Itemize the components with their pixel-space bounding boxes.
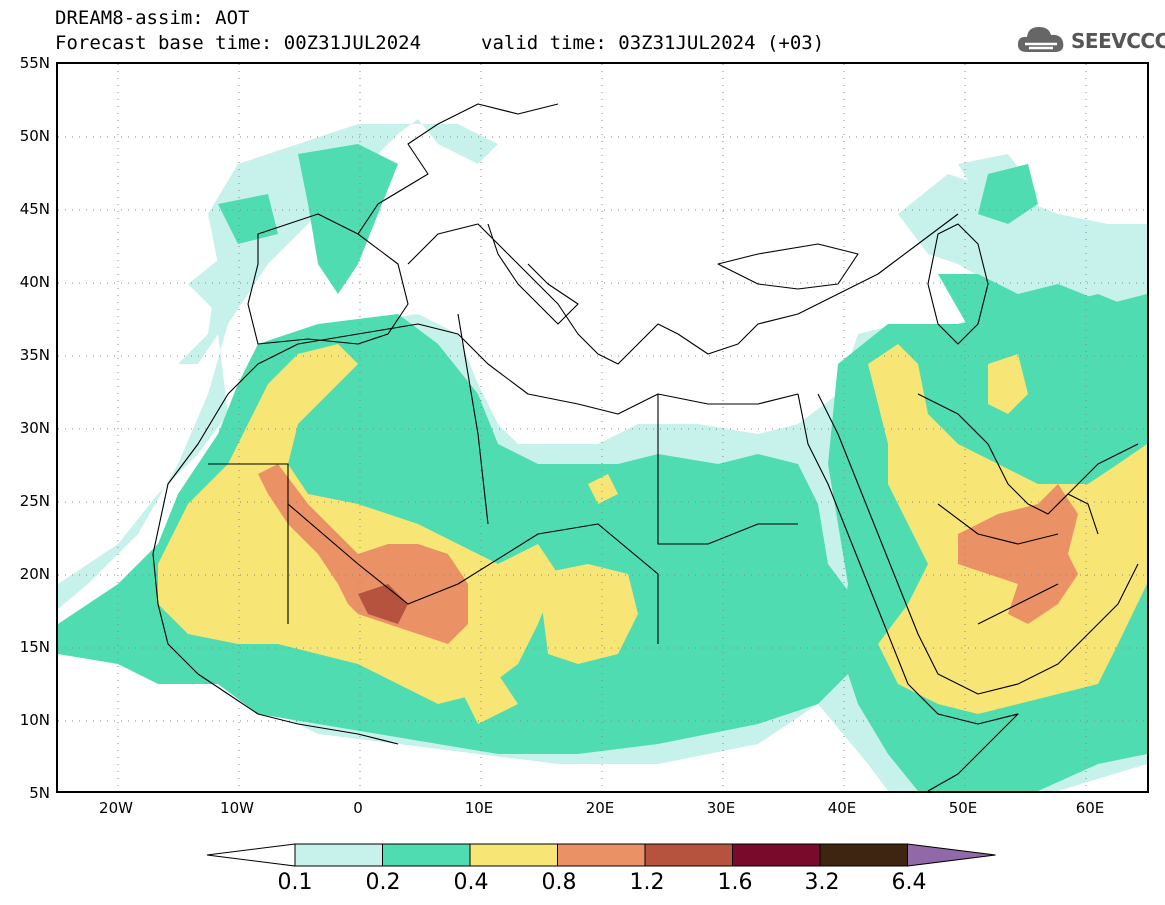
- aot-band-0.4: [158, 344, 1147, 724]
- lat-label: 50N: [19, 127, 50, 145]
- lon-label: 30E: [706, 799, 736, 817]
- lon-label: 0: [353, 799, 363, 817]
- lon-label: 60E: [1075, 799, 1105, 817]
- valid-time: valid time: 03Z31JUL2024 (+03): [481, 32, 825, 54]
- lon-label: 20E: [585, 799, 615, 817]
- colorbar-cell: [732, 843, 821, 867]
- lat-label: 10N: [19, 711, 50, 729]
- map-title: DREAM8-assim: AOT: [55, 7, 250, 29]
- lat-label: 45N: [19, 200, 50, 218]
- colorbar-cell: [469, 843, 558, 867]
- lat-label: 35N: [19, 346, 50, 364]
- lon-label: 40E: [827, 799, 857, 817]
- map-canvas: [58, 64, 1147, 791]
- lon-label: 10W: [220, 799, 254, 817]
- colorbar-cell: [557, 843, 646, 867]
- lat-label: 5N: [29, 784, 50, 802]
- forecast-time-line: Forecast base time: 00Z31JUL2024 valid ti…: [55, 32, 824, 54]
- lat-label: 55N: [19, 54, 50, 72]
- colorbar-label: 1.6: [717, 870, 753, 895]
- colorbar-label: 6.4: [891, 870, 927, 895]
- aot-map: [56, 62, 1149, 793]
- colorbar-cell: [382, 843, 471, 867]
- lon-label: 10E: [464, 799, 494, 817]
- colorbar-label: 0.2: [365, 870, 401, 895]
- lat-label: 40N: [19, 273, 50, 291]
- aot-colorbar: [206, 843, 996, 867]
- lat-label: 30N: [19, 419, 50, 437]
- colorbar-cell: [294, 843, 383, 867]
- lon-label: 20W: [99, 799, 133, 817]
- coastlines: [152, 103, 1139, 791]
- lon-label: 50E: [948, 799, 978, 817]
- seevccc-logo: SEEVCCC: [1015, 22, 1165, 58]
- lat-label: 20N: [19, 565, 50, 583]
- colorbar-under-arrow: [206, 843, 296, 867]
- colorbar-label: 0.1: [277, 870, 313, 895]
- logo-text: SEEVCCC: [1071, 29, 1165, 53]
- lat-label: 15N: [19, 638, 50, 656]
- colorbar-cell: [644, 843, 733, 867]
- colorbar-cell: [819, 843, 908, 867]
- colorbar-label: 0.8: [541, 870, 577, 895]
- forecast-base-time: Forecast base time: 00Z31JUL2024: [55, 32, 422, 54]
- colorbar-label: 1.2: [629, 870, 665, 895]
- colorbar-label: 3.2: [804, 870, 840, 895]
- colorbar-label: 0.4: [453, 870, 489, 895]
- colorbar-over-arrow: [907, 843, 996, 867]
- lat-label: 25N: [19, 492, 50, 510]
- cloud-icon: [1017, 27, 1064, 52]
